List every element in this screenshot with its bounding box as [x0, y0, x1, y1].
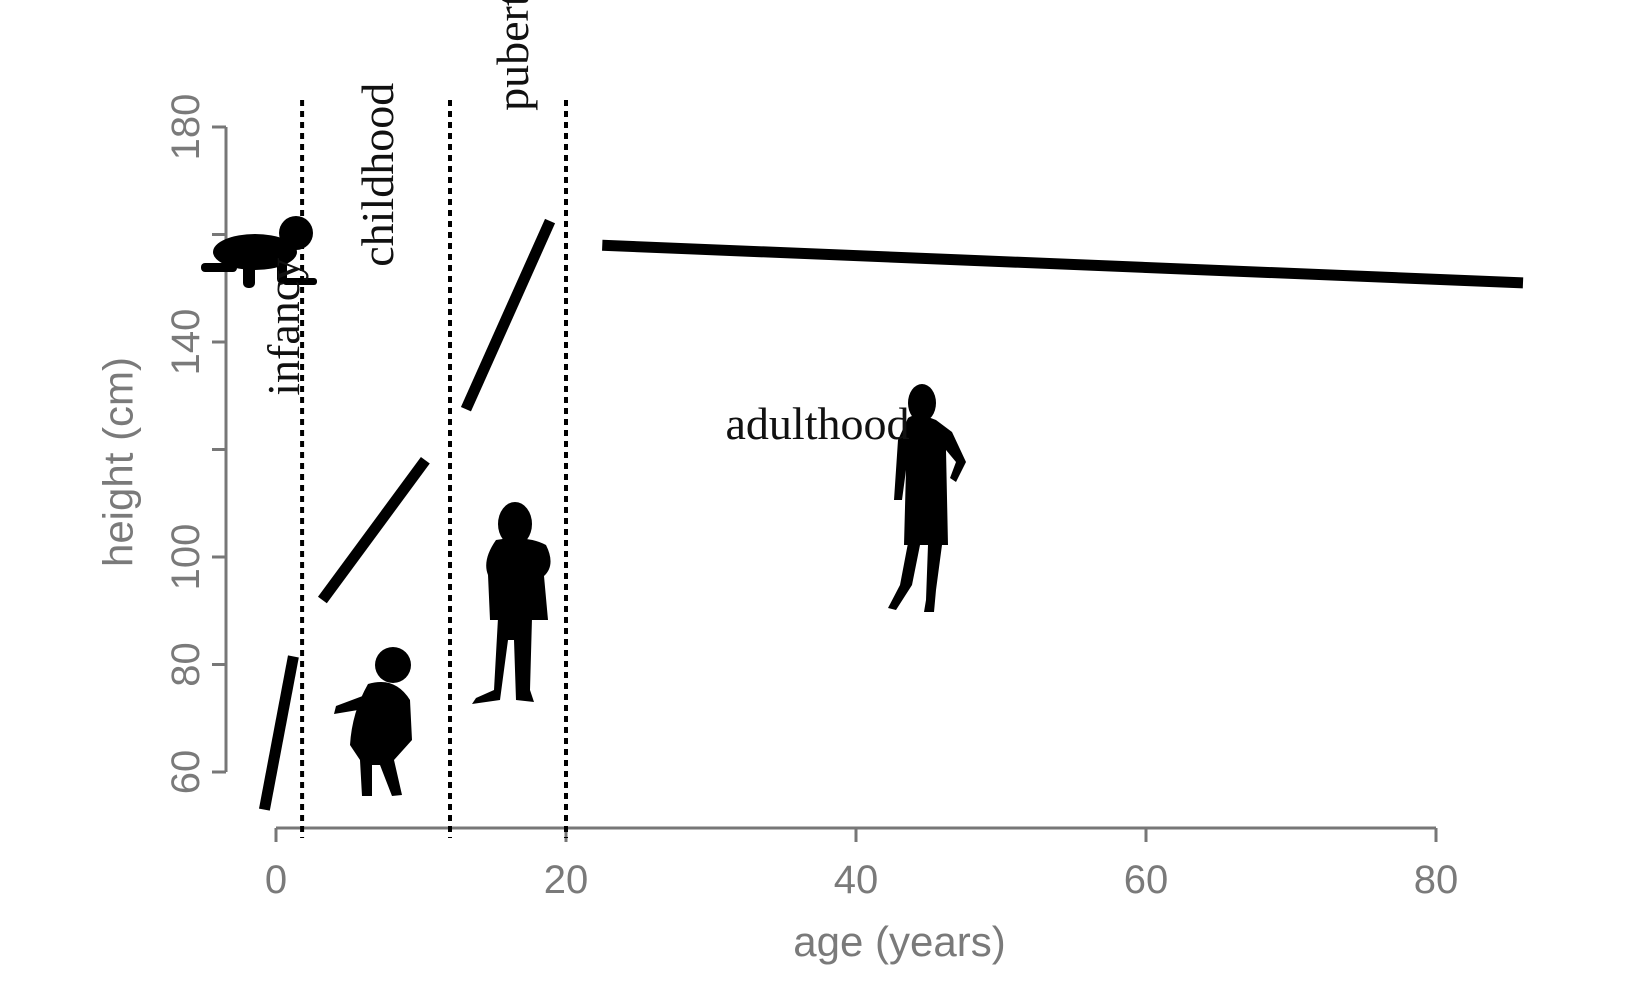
y-tick-label: 180: [164, 94, 208, 161]
phase-labels: infancy childhood puberty adulthood: [258, 0, 910, 449]
x-tick-label: 0: [265, 858, 287, 902]
toddler-silhouette: [334, 647, 412, 796]
series-childhood: [317, 456, 430, 604]
girl-silhouette: [472, 502, 551, 704]
crawling-baby-silhouette: [201, 216, 317, 288]
y-tick-label: 140: [164, 309, 208, 376]
x-ticks: 0 20 40 60 80: [265, 828, 1458, 902]
y-tick-label: 80: [164, 642, 208, 687]
x-tick-label: 40: [834, 858, 879, 902]
series-infancy: [258, 655, 299, 811]
series-adulthood: [602, 239, 1524, 289]
label-adulthood: adulthood: [726, 398, 910, 449]
y-axis-title: height (cm): [95, 357, 142, 567]
label-infancy: infancy: [258, 258, 309, 396]
x-axis-title: age (years): [793, 918, 1005, 965]
y-tick-label: 100: [164, 524, 208, 591]
label-puberty: puberty: [487, 0, 538, 111]
series-puberty: [460, 218, 556, 412]
growth-series: [258, 218, 1524, 811]
x-tick-label: 60: [1124, 858, 1169, 902]
phase-boundaries: [300, 100, 568, 838]
y-tick-label: 60: [164, 750, 208, 795]
y-ticks: 60 80 100 140 180: [164, 94, 226, 795]
label-childhood: childhood: [352, 83, 403, 267]
x-tick-label: 20: [544, 858, 589, 902]
x-tick-label: 80: [1414, 858, 1459, 902]
woman-silhouette: [888, 384, 966, 612]
